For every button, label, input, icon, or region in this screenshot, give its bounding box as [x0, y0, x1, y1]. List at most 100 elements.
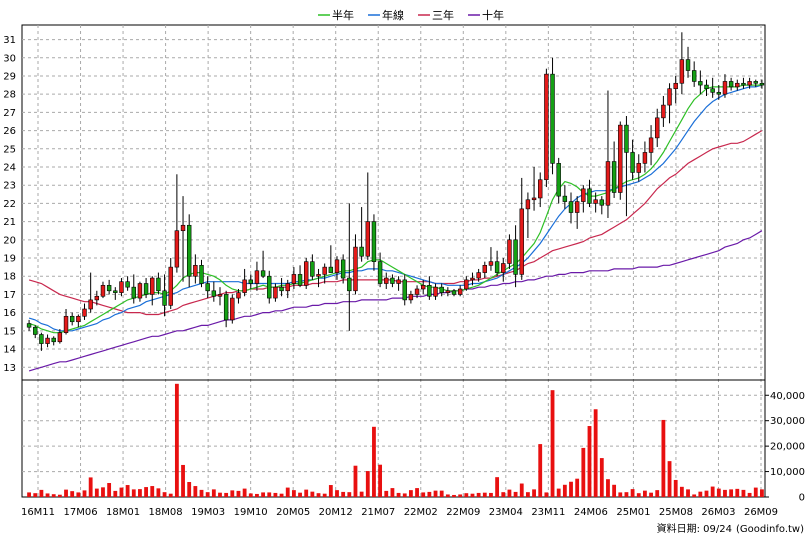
candle-body [544, 73, 549, 181]
candle-body [33, 326, 38, 335]
volume-bar [445, 494, 450, 497]
volume-bar [501, 492, 506, 497]
volume-bar [107, 483, 112, 497]
volume-bar [439, 490, 444, 497]
volume-bar [525, 492, 530, 497]
volume-bar [88, 477, 93, 497]
volume-bar [76, 492, 81, 497]
candle-body [94, 295, 100, 301]
candle [470, 272, 475, 286]
candle [328, 245, 334, 273]
candle-body [396, 279, 401, 284]
candle [340, 254, 346, 284]
candle [180, 196, 186, 282]
candle-body [759, 82, 765, 86]
price-tick-label: 21 [3, 217, 16, 228]
volume-bar [587, 426, 592, 497]
candle-body [260, 270, 266, 277]
candle-body [285, 283, 290, 292]
candle [735, 79, 740, 91]
candle [728, 77, 734, 91]
candle [137, 281, 143, 302]
volume-bar [304, 489, 309, 497]
candlesticks [26, 32, 765, 351]
candle-body [587, 188, 592, 204]
candle-body [741, 82, 746, 86]
candle [457, 285, 463, 297]
candle [26, 319, 32, 331]
candle-body [137, 283, 143, 299]
volume-bar [415, 488, 419, 497]
candle [223, 290, 229, 328]
candle-body [439, 286, 444, 293]
volume-bar [556, 488, 561, 497]
time-tick-label: 20M05 [276, 507, 310, 518]
candle [562, 185, 568, 209]
volume-bar [57, 494, 62, 497]
candle-body [470, 277, 475, 281]
time-tick-label: 22M02 [404, 507, 438, 518]
price-tick-label: 17 [3, 290, 16, 301]
candle-body [106, 285, 112, 292]
volume-bar [39, 489, 44, 497]
candle-body [414, 288, 420, 295]
candle [57, 329, 63, 344]
candle [211, 281, 217, 302]
ma-line-ma-3y [28, 130, 763, 316]
candle [402, 274, 407, 306]
candle-body [100, 285, 106, 297]
candle [753, 79, 758, 87]
candle-body [69, 315, 75, 323]
candle [143, 278, 149, 299]
price-tick-label: 24 [3, 163, 16, 174]
candle [260, 250, 266, 279]
volume-bar [285, 487, 290, 497]
candle [655, 108, 660, 147]
candle [230, 294, 235, 324]
candle [88, 272, 93, 313]
volume-bar [279, 493, 284, 497]
grid [22, 25, 765, 497]
time-tick-label: 17M06 [63, 507, 97, 518]
candle [106, 279, 112, 295]
candle-body [735, 82, 740, 88]
candle-body [88, 299, 93, 310]
volume-bar [70, 491, 75, 497]
candle [710, 77, 715, 98]
volume-axis: 0 10,000 20,000 30,000 40,000 [765, 391, 805, 504]
time-tick-label: 18M08 [149, 507, 183, 518]
candle-body [550, 73, 555, 164]
time-tick-label: 21M07 [361, 507, 395, 518]
price-tick-label: 26 [3, 126, 16, 137]
candle-body [353, 246, 358, 292]
candle [347, 203, 352, 331]
candle-body [150, 277, 155, 295]
candle-body [26, 323, 32, 328]
candle-body [691, 70, 697, 82]
candle [605, 90, 611, 218]
candle-body [648, 137, 654, 153]
candle [69, 312, 75, 326]
candle-body [642, 152, 648, 164]
price-tick-label: 25 [3, 144, 16, 155]
legend-label: 半年 [332, 8, 354, 22]
candle [193, 254, 198, 284]
candle-body [747, 81, 752, 86]
candle [636, 154, 641, 182]
candle [82, 303, 87, 320]
volume-bar [470, 493, 475, 497]
candle [248, 274, 253, 289]
candle-body [193, 265, 198, 277]
candle [408, 290, 414, 304]
volume-bar [335, 490, 339, 497]
candle [353, 234, 358, 295]
ma-line-ma-10y [28, 230, 763, 372]
candle-body [291, 274, 297, 284]
footer-label: 資料日期: 09/24 (Goodinfo.tw) [657, 522, 804, 535]
candle-body [199, 265, 204, 284]
candle [433, 283, 438, 300]
time-tick-label: 19M10 [234, 507, 268, 518]
time-tick-label: 18M01 [106, 507, 140, 518]
volume-bar [593, 409, 598, 497]
